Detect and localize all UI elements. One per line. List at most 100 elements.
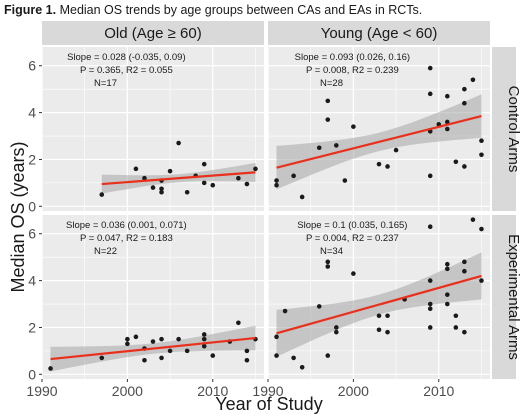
stats-annotation: N=34 — [320, 246, 343, 257]
data-point — [470, 77, 476, 83]
data-point — [427, 224, 433, 230]
data-point — [299, 194, 305, 200]
data-point — [125, 341, 130, 347]
data-point — [142, 175, 147, 181]
data-point — [291, 173, 296, 179]
data-point — [201, 180, 207, 186]
data-point — [462, 86, 467, 92]
data-point — [427, 325, 433, 330]
data-point — [462, 164, 467, 169]
stats-annotation: N=22 — [94, 246, 117, 257]
data-point — [99, 355, 105, 361]
data-point — [385, 313, 390, 319]
data-point — [479, 152, 484, 158]
trend-line — [276, 115, 482, 169]
x-tick-label: 2000 — [112, 383, 143, 399]
row-strip — [492, 47, 516, 211]
data-point — [316, 304, 322, 309]
data-point — [48, 366, 53, 371]
data-point — [445, 292, 450, 297]
x-tick-label: 1990 — [252, 383, 283, 399]
data-point — [274, 182, 279, 188]
data-point — [253, 166, 258, 172]
data-point — [150, 185, 156, 190]
data-point — [274, 178, 279, 183]
x-tick-label: 1990 — [26, 383, 57, 399]
data-point — [351, 124, 356, 129]
data-point — [201, 332, 207, 337]
data-point — [376, 161, 382, 167]
data-point — [334, 143, 339, 148]
data-point — [316, 145, 322, 151]
column-strip-label: Young (Age < 60) — [321, 25, 438, 42]
data-point — [291, 355, 296, 361]
figure-label: Figure 1. — [4, 3, 57, 17]
chart-panels: Old (Age ≥ 60) Young (Age < 60) Control Ar… — [26, 21, 520, 399]
column-strip — [268, 21, 490, 45]
data-point — [325, 98, 331, 104]
data-point — [462, 329, 467, 335]
data-point — [453, 325, 459, 330]
data-point — [462, 100, 467, 106]
data-point — [99, 192, 105, 197]
stats-annotation: Slope = 0.028 (-0.035, 0.09) — [67, 52, 186, 63]
data-point — [334, 325, 339, 330]
data-point — [176, 140, 181, 146]
data-point — [385, 329, 390, 335]
row-strip — [492, 215, 516, 379]
data-point — [393, 147, 399, 153]
data-point — [334, 329, 339, 335]
y-tick-label: 6 — [28, 226, 36, 242]
data-point — [427, 301, 433, 307]
data-point — [210, 182, 216, 188]
stats-annotation: N=17 — [94, 78, 117, 89]
data-point — [376, 313, 382, 319]
y-tick-label: 2 — [28, 151, 36, 167]
data-point — [385, 164, 390, 169]
stats-annotation: Slope = 0.1 (0.035, 0.165) — [297, 220, 407, 231]
data-point — [150, 339, 156, 344]
data-point — [133, 166, 139, 172]
stats-annotation: P = 0.365, R2 = 0.055 — [80, 65, 173, 76]
data-point — [167, 348, 173, 354]
data-point — [351, 271, 356, 276]
figure-caption: Figure 1. Median OS trends by age groups… — [4, 3, 422, 17]
data-point — [236, 175, 241, 181]
data-point — [133, 334, 139, 340]
data-point — [427, 306, 433, 312]
data-point — [427, 278, 433, 283]
y-tick-label: 0 — [28, 366, 36, 382]
data-point — [462, 268, 467, 274]
data-point — [184, 348, 190, 354]
data-point — [445, 93, 450, 99]
x-tick-label: 2010 — [197, 383, 228, 399]
trend-line — [101, 171, 256, 186]
data-point — [244, 348, 250, 354]
column-strip — [42, 21, 264, 45]
data-point — [142, 357, 147, 363]
data-point — [299, 364, 305, 370]
row-strip-label: Control Arms — [505, 86, 520, 173]
y-axis-label: Median OS (years) — [8, 141, 28, 292]
y-tick-label: 6 — [28, 58, 36, 74]
data-point — [462, 259, 467, 265]
y-tick-label: 4 — [28, 273, 36, 289]
stats-annotation: Slope = 0.093 (0.026, 0.16) — [295, 52, 410, 63]
data-point — [445, 301, 450, 307]
data-point — [427, 173, 433, 179]
y-tick-label: 2 — [28, 319, 36, 335]
data-point — [210, 353, 216, 358]
data-point — [244, 357, 250, 363]
column-strip-label: Old (Age ≥ 60) — [104, 25, 201, 42]
data-point — [427, 65, 433, 71]
stats-annotation: P = 0.047, R2 = 0.183 — [80, 233, 173, 244]
stats-annotation: P = 0.008, R2 = 0.239 — [306, 65, 399, 76]
data-point — [125, 336, 130, 342]
data-point — [274, 334, 279, 340]
x-axis-label: Year of Study — [215, 394, 322, 414]
row-strip-label: Experimental Arms — [505, 234, 520, 360]
data-point — [159, 336, 164, 342]
data-point — [445, 119, 450, 125]
data-point — [445, 261, 450, 267]
